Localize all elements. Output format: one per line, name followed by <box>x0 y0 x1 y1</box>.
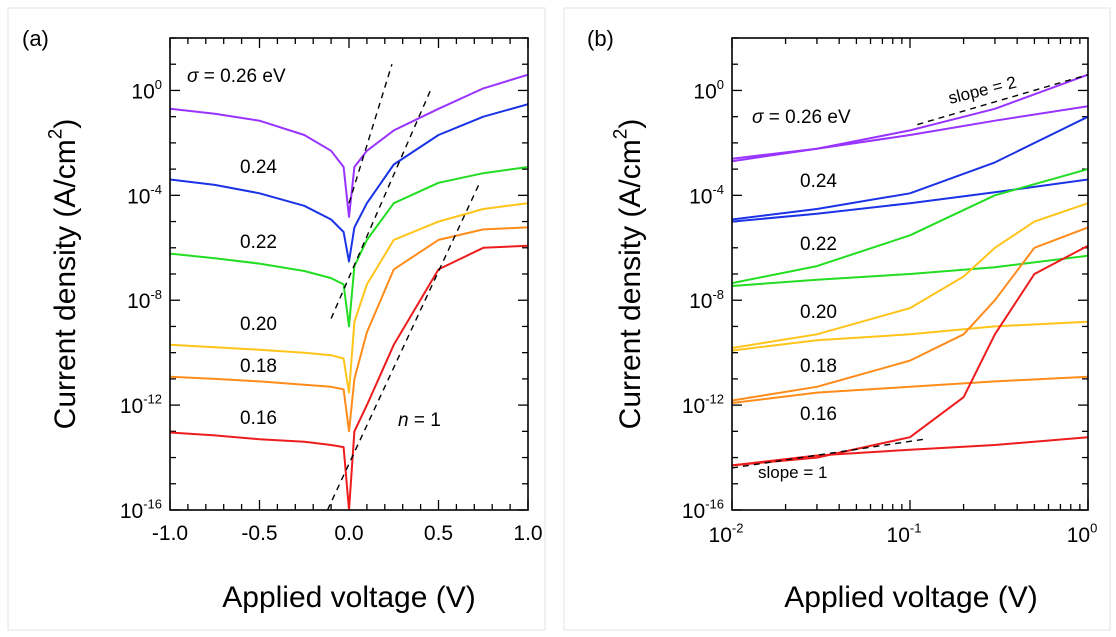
guide-line <box>917 73 1088 126</box>
series-line <box>732 178 1088 223</box>
guide-line <box>330 88 432 319</box>
y-tick-label: 100 <box>693 77 724 103</box>
y-tick-label: 10-8 <box>127 287 162 313</box>
curve-label: σ = 0.26 eV <box>752 107 851 128</box>
panel-a: 100 10-4 10-8 10-12 10-16-1.0 -0.5 0.0 0.5 1.0 σ … <box>7 7 546 631</box>
series-line <box>170 73 528 218</box>
curve-label: 0.22 <box>800 234 837 255</box>
curve-label: 0.20 <box>240 314 277 335</box>
x-tick-label: 1.0 <box>513 522 542 545</box>
x-tick-label: 10-2 <box>709 521 744 547</box>
curve-label: 0.22 <box>240 232 277 253</box>
curve-label: 0.24 <box>800 171 837 192</box>
series-line <box>732 168 1088 285</box>
series-line <box>732 105 1088 160</box>
x-axis-label: Applied voltage (V) <box>784 581 1037 614</box>
curve-label: 0.20 <box>800 302 837 323</box>
series-line <box>170 226 528 433</box>
series-group <box>732 73 1088 469</box>
guide-line <box>348 64 393 204</box>
y-tick-label: 10-4 <box>127 182 162 208</box>
plot-frame <box>169 37 529 511</box>
y-tick-label: 100 <box>131 77 162 103</box>
series-line <box>732 375 1088 404</box>
y-axis-label: Current density (A/cm2) <box>611 119 648 430</box>
guide-line <box>326 182 481 510</box>
x-tick-label: 0.5 <box>424 522 453 545</box>
series-line <box>732 254 1088 287</box>
y-tick-label: 10-8 <box>689 287 724 313</box>
series-line <box>170 103 528 263</box>
series-line <box>732 115 1088 221</box>
curve-label: σ = 0.26 eV <box>187 66 286 87</box>
curve-label: 0.18 <box>800 356 837 377</box>
series-group <box>170 64 528 510</box>
panel-frame <box>563 7 1111 631</box>
x-tick-label: -1.0 <box>152 522 188 545</box>
series-line <box>170 166 528 328</box>
panel-frame <box>7 7 546 631</box>
series-line <box>732 202 1088 349</box>
curve-label: 0.16 <box>240 408 277 429</box>
series-line <box>170 244 528 510</box>
panel-label: (a) <box>22 26 49 51</box>
series-line <box>170 202 528 394</box>
y-axis-label: Current density (A/cm2) <box>46 119 83 430</box>
plot-frame <box>731 37 1089 511</box>
n-annotation: n = 1 <box>398 410 441 431</box>
x-tick-label: 100 <box>1067 521 1098 547</box>
series-line <box>732 226 1088 402</box>
slope-label: slope = 1 <box>758 463 827 482</box>
y-tick-label: 10-4 <box>689 182 724 208</box>
curve-label: 0.24 <box>240 157 277 178</box>
series-line <box>732 436 1088 467</box>
x-tick-label: -0.5 <box>241 522 277 545</box>
x-axis-label: Applied voltage (V) <box>222 581 475 614</box>
y-tick-label: 10-12 <box>120 392 162 418</box>
x-tick-label: 0.0 <box>334 522 363 545</box>
y-tick-label: 10-16 <box>682 497 724 523</box>
slope-label: slope = 2 <box>946 73 1018 108</box>
y-tick-label: 10-16 <box>120 497 162 523</box>
curve-label: 0.16 <box>800 404 837 425</box>
series-line <box>732 320 1088 352</box>
x-tick-label: 10-1 <box>887 521 922 547</box>
panel-label: (b) <box>587 26 614 51</box>
y-tick-label: 10-12 <box>682 392 724 418</box>
series-line <box>732 244 1088 467</box>
curve-label: 0.18 <box>240 356 277 377</box>
